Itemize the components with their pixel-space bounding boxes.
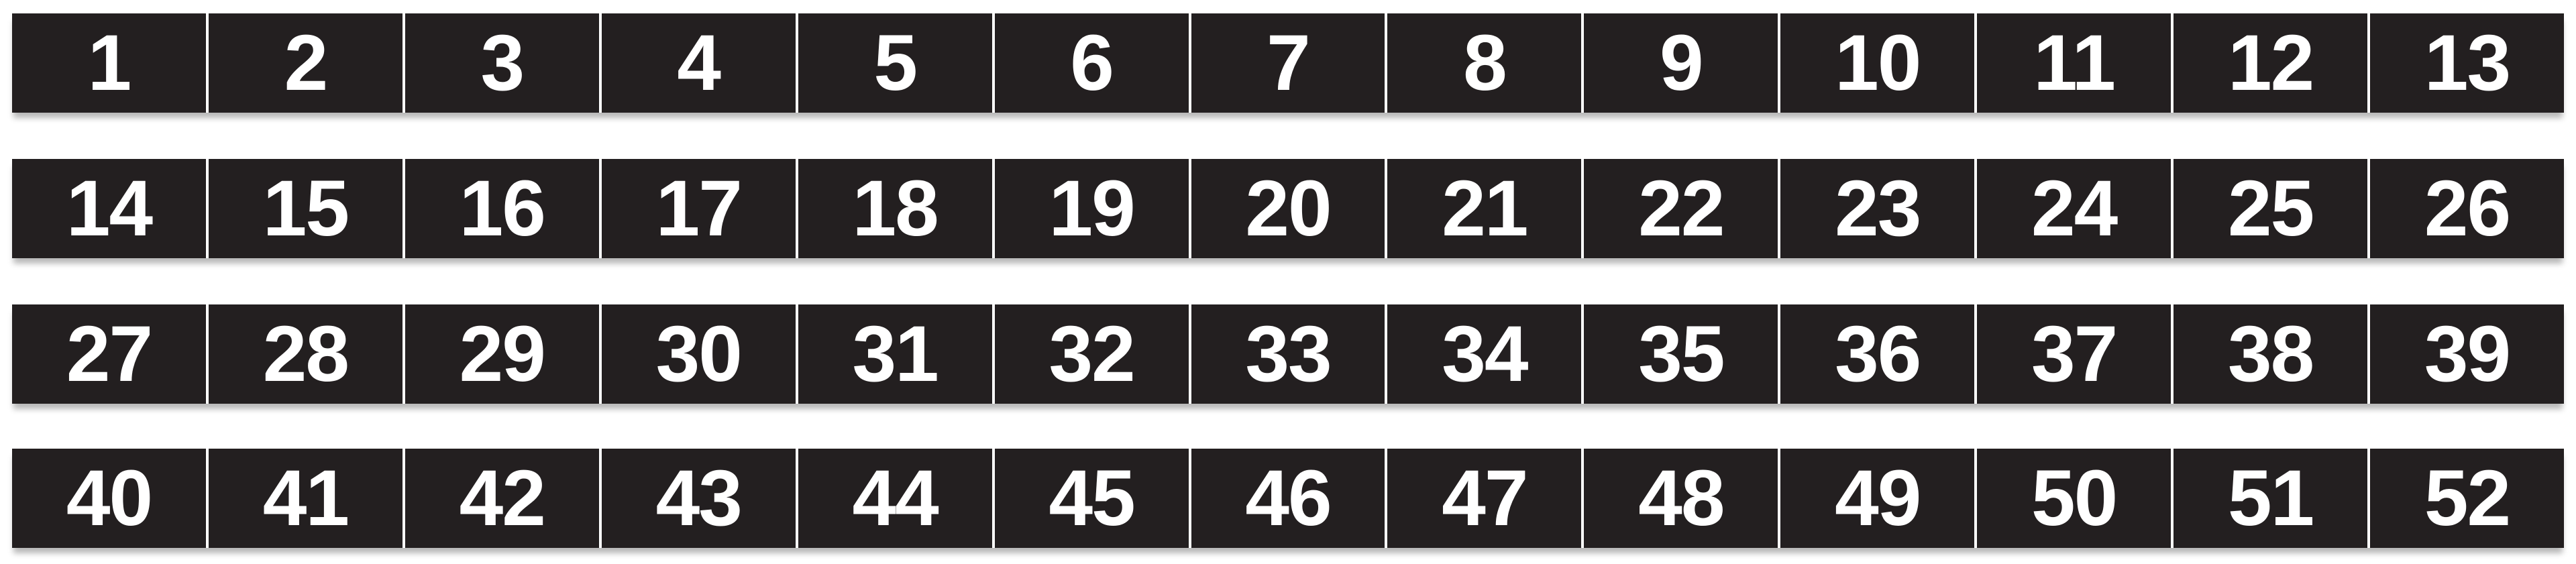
number-cell: 1 [12, 13, 206, 113]
number-cell: 37 [1977, 304, 2171, 404]
number-cell: 27 [12, 304, 206, 404]
number-cell: 52 [2370, 449, 2564, 548]
number-cell: 32 [994, 304, 1189, 404]
number-row: 1 2 3 4 5 6 7 8 9 10 11 12 13 [12, 13, 2564, 113]
number-cell: 49 [1780, 449, 1975, 548]
number-cell: 18 [798, 159, 992, 258]
number-cell: 10 [1780, 13, 1975, 113]
number-cell: 9 [1584, 13, 1778, 113]
number-cell: 26 [2370, 159, 2564, 258]
number-row: 14 15 16 17 18 19 20 21 22 23 24 25 26 [12, 159, 2564, 258]
number-cell: 35 [1584, 304, 1778, 404]
number-cell: 12 [2174, 13, 2368, 113]
number-cell: 42 [405, 449, 599, 548]
number-cell: 3 [405, 13, 599, 113]
number-cell: 34 [1387, 304, 1582, 404]
number-cell: 5 [798, 13, 992, 113]
number-cell: 38 [2174, 304, 2368, 404]
number-row: 40 41 42 43 44 45 46 47 48 49 50 51 52 [12, 449, 2564, 548]
number-cell: 16 [405, 159, 599, 258]
number-cell: 17 [601, 159, 796, 258]
number-cell: 40 [12, 449, 206, 548]
number-cell: 30 [601, 304, 796, 404]
number-cell: 51 [2174, 449, 2368, 548]
number-cell: 31 [798, 304, 992, 404]
number-cell: 33 [1191, 304, 1385, 404]
number-cell: 43 [601, 449, 796, 548]
number-cell: 11 [1977, 13, 2171, 113]
number-cell: 23 [1780, 159, 1975, 258]
number-cell: 21 [1387, 159, 1582, 258]
number-cell: 29 [405, 304, 599, 404]
number-cell: 14 [12, 159, 206, 258]
number-row: 27 28 29 30 31 32 33 34 35 36 37 38 39 [12, 304, 2564, 404]
number-cell: 50 [1977, 449, 2171, 548]
number-cell: 22 [1584, 159, 1778, 258]
number-cell: 47 [1387, 449, 1582, 548]
number-cell: 28 [208, 304, 402, 404]
number-cell: 46 [1191, 449, 1385, 548]
number-cell: 20 [1191, 159, 1385, 258]
number-cell: 15 [208, 159, 402, 258]
number-cell: 19 [994, 159, 1189, 258]
number-cell: 8 [1387, 13, 1582, 113]
number-cell: 36 [1780, 304, 1975, 404]
number-cell: 7 [1191, 13, 1385, 113]
number-cell: 4 [601, 13, 796, 113]
number-cell: 2 [208, 13, 402, 113]
number-cell: 48 [1584, 449, 1778, 548]
number-cell: 25 [2174, 159, 2368, 258]
number-cell: 44 [798, 449, 992, 548]
number-cell: 41 [208, 449, 402, 548]
number-cell: 45 [994, 449, 1189, 548]
number-cell: 6 [994, 13, 1189, 113]
number-cell: 13 [2370, 13, 2564, 113]
number-cell: 39 [2370, 304, 2564, 404]
number-cell: 24 [1977, 159, 2171, 258]
